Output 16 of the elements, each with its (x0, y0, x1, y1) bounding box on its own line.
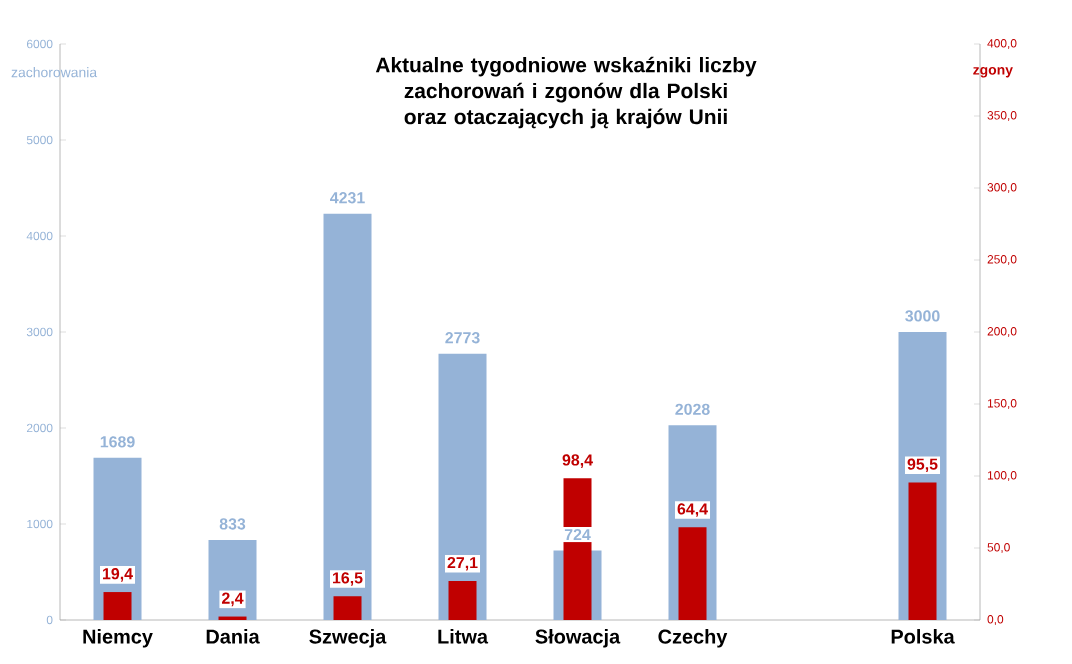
x-tick-label: Słowacja (535, 629, 621, 648)
x-tick-label: Polska (891, 629, 955, 644)
x-tick-label: Dania (206, 629, 260, 644)
bar (333, 596, 362, 620)
bar (323, 213, 372, 620)
bar (908, 482, 937, 620)
bar (678, 527, 707, 620)
x-tick-label: Czechy (658, 629, 728, 648)
bar (103, 592, 132, 620)
bar (438, 353, 487, 620)
x-tick-label: Niemcy (83, 629, 153, 648)
bar (208, 540, 257, 620)
x-tick-label: Szwecja (309, 629, 387, 648)
text: Aktualne tygodniowe wskaźniki liczby zachorowań i zgonów dla Polski oraz otaczających ją krajów Unii (375, 56, 757, 129)
bar (448, 580, 477, 620)
x-tick-label: Litwa (438, 629, 489, 644)
